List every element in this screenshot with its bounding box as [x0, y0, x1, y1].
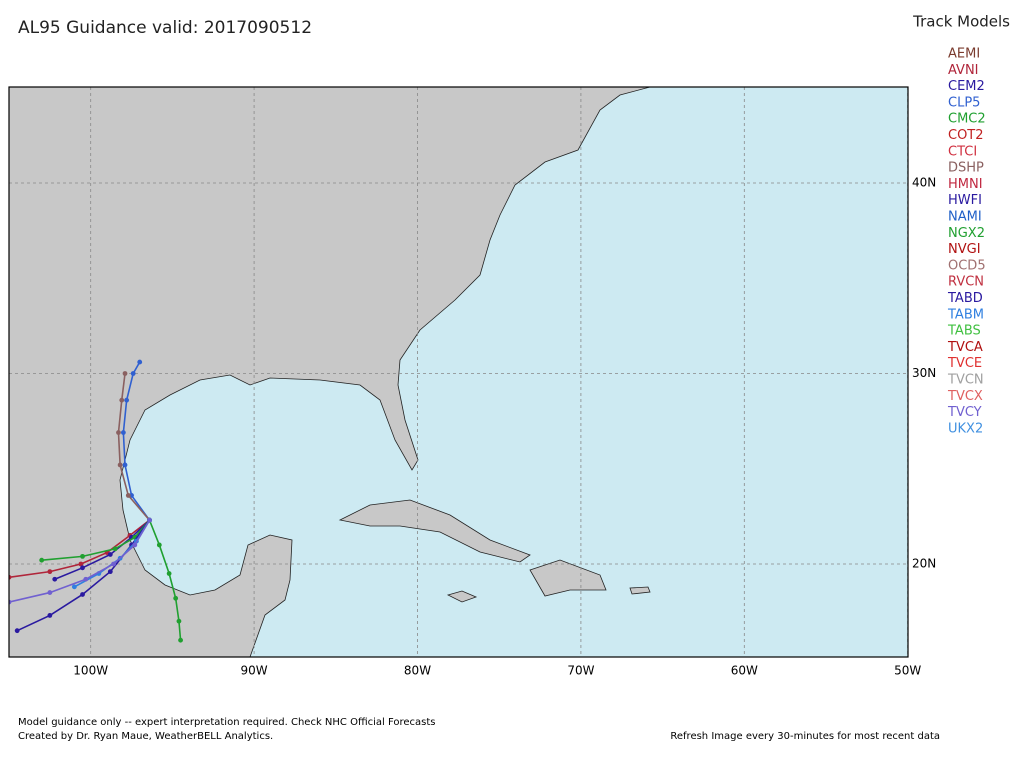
- track-point: [130, 371, 136, 376]
- title: AL95 Guidance valid: 2017090512: [18, 18, 312, 38]
- track-point: [78, 561, 84, 567]
- jamaica: [446, 590, 478, 603]
- track-point: [156, 542, 162, 548]
- legend-entry: HWFI: [948, 193, 982, 208]
- north-america: [9, 87, 651, 657]
- track-point: [111, 561, 116, 567]
- tracks: [9, 359, 183, 643]
- footer-credit: Created by Dr. Ryan Maue, WeatherBELL An…: [18, 731, 273, 742]
- lat-label: 30N: [912, 366, 936, 380]
- footer-refresh: Refresh Image every 30-minutes for most …: [670, 731, 940, 742]
- legend-entry: CEM2: [948, 79, 985, 94]
- lat-label: 40N: [912, 176, 936, 190]
- track-point: [119, 397, 125, 403]
- track-point: [137, 359, 143, 365]
- legend-entry: UKX2: [948, 421, 983, 436]
- legend-entry: HMNI: [948, 177, 983, 192]
- map-frame: [8, 86, 909, 658]
- track-point: [107, 552, 113, 557]
- legend-entry: DSHP: [948, 161, 984, 176]
- lon-label: 80W: [404, 664, 431, 678]
- track-point: [176, 618, 182, 624]
- legend-entry: NVGI: [948, 242, 981, 257]
- legend-entry: TVCE: [947, 356, 982, 371]
- track-point: [132, 542, 138, 548]
- track-point: [39, 557, 45, 563]
- footer-note: Model guidance only -- expert interpreta…: [18, 717, 436, 728]
- track-point: [116, 430, 121, 435]
- track: [117, 373, 151, 521]
- lon-label: 90W: [241, 664, 268, 678]
- legend-entry: AEMI: [948, 47, 980, 62]
- track-point: [178, 637, 183, 643]
- legend-entry: COT2: [948, 128, 984, 143]
- track-point: [71, 584, 77, 590]
- track-point: [80, 565, 85, 571]
- track-point: [14, 628, 20, 634]
- track-point: [122, 462, 128, 468]
- legend-entry: TABM: [947, 307, 984, 322]
- legend-entry: CLP5: [948, 95, 980, 110]
- track-point: [80, 553, 85, 559]
- track-point: [125, 493, 131, 498]
- hispaniola: [529, 559, 607, 597]
- lon-label: 60W: [731, 664, 758, 678]
- legend-entry: AVNI: [948, 63, 979, 78]
- lon-label: 100W: [73, 664, 108, 678]
- track-point: [47, 613, 53, 618]
- track: [148, 519, 182, 641]
- land: [9, 87, 651, 657]
- track-point: [120, 430, 126, 435]
- track-point: [80, 592, 85, 597]
- legend-entry: NGX2: [948, 226, 985, 241]
- legend-entry: TVCY: [947, 405, 982, 420]
- legend-entry: TVCX: [947, 389, 983, 404]
- legend-entry: OCD5: [948, 258, 986, 273]
- track-point: [83, 576, 89, 582]
- track: [9, 519, 151, 603]
- track-point: [47, 590, 53, 595]
- track-point: [166, 571, 172, 576]
- track-point: [107, 569, 113, 575]
- puerto-rico: [629, 586, 651, 595]
- lat-label: 20N: [912, 557, 936, 571]
- track-point: [52, 576, 58, 582]
- track-point: [117, 462, 123, 468]
- legend-entry: TABS: [947, 324, 981, 339]
- track-point: [112, 546, 118, 552]
- legend-title: Track Models: [912, 13, 1010, 31]
- lon-label: 50W: [894, 664, 921, 678]
- legend-entry: TVCN: [947, 373, 984, 388]
- legend-entry: TVCA: [947, 340, 983, 355]
- legend-entry: CTCI: [948, 144, 977, 159]
- track-point: [147, 517, 152, 523]
- track-point: [124, 397, 130, 403]
- legend-entry: TABD: [947, 291, 983, 306]
- track-point: [173, 595, 179, 601]
- track: [9, 519, 151, 579]
- track-point: [47, 569, 53, 575]
- legend-entry: RVCN: [948, 275, 984, 290]
- legend-entry: NAMI: [948, 210, 982, 225]
- cuba: [338, 499, 531, 563]
- legend-entry: CMC2: [948, 112, 986, 127]
- track-point: [122, 371, 128, 376]
- lon-label: 70W: [567, 664, 594, 678]
